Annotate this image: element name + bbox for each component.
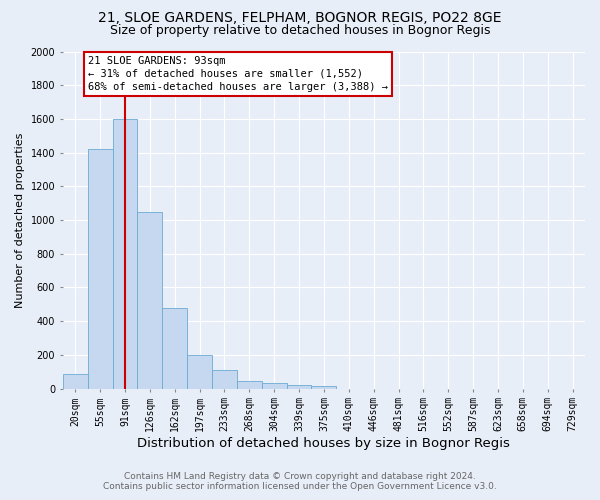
Bar — [212, 370, 237, 388]
Bar — [187, 355, 212, 388]
Text: Contains HM Land Registry data © Crown copyright and database right 2024.
Contai: Contains HM Land Registry data © Crown c… — [103, 472, 497, 491]
Bar — [88, 149, 113, 388]
Bar — [311, 386, 337, 388]
Bar — [113, 119, 137, 388]
Bar — [262, 382, 287, 388]
Text: Size of property relative to detached houses in Bognor Regis: Size of property relative to detached ho… — [110, 24, 490, 37]
Bar — [137, 212, 162, 388]
Bar — [287, 385, 311, 388]
Text: 21 SLOE GARDENS: 93sqm
← 31% of detached houses are smaller (1,552)
68% of semi-: 21 SLOE GARDENS: 93sqm ← 31% of detached… — [88, 56, 388, 92]
Bar — [63, 374, 88, 388]
Text: 21, SLOE GARDENS, FELPHAM, BOGNOR REGIS, PO22 8GE: 21, SLOE GARDENS, FELPHAM, BOGNOR REGIS,… — [98, 11, 502, 25]
X-axis label: Distribution of detached houses by size in Bognor Regis: Distribution of detached houses by size … — [137, 437, 511, 450]
Bar — [237, 381, 262, 388]
Bar — [162, 308, 187, 388]
Y-axis label: Number of detached properties: Number of detached properties — [15, 132, 25, 308]
